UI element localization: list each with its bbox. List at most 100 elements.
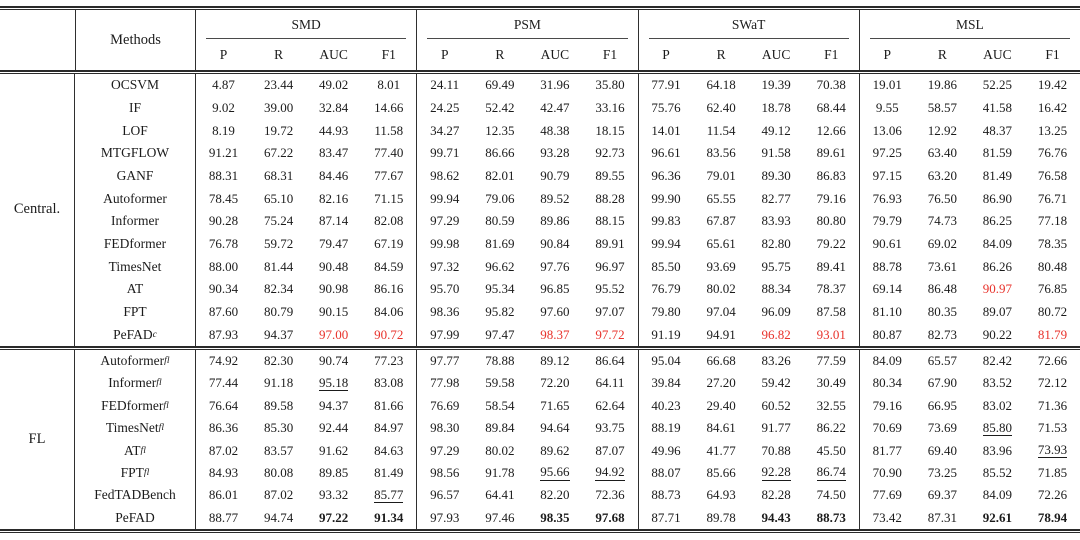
- value-cell: 98.37: [540, 326, 570, 342]
- value-cell: 76.50: [927, 190, 957, 206]
- value-cell: 80.80: [816, 213, 846, 229]
- value-cell: 82.08: [374, 213, 404, 229]
- value-cell: 18.78: [761, 99, 791, 115]
- value-cell: 88.28: [595, 190, 625, 206]
- value-cell: 97.60: [540, 303, 570, 319]
- value-cell: 88.78: [858, 255, 915, 278]
- metric-label-auc: AUC: [761, 47, 791, 62]
- value-cell: 41.58: [982, 99, 1013, 115]
- value-cell: 84.97: [374, 420, 404, 436]
- table-row: FPT fl 84.93 80.08 89.85 81.49 98.56 91.78 95.66…: [75, 461, 1080, 485]
- metric-header-row: P R AUC F1: [417, 40, 637, 70]
- value-cell: 16.42: [1037, 99, 1068, 115]
- value-cell: 97.00: [319, 326, 349, 342]
- value-cell: 81.49: [374, 465, 404, 481]
- value-cell: 68.44: [816, 99, 846, 115]
- value-cell: 97.77: [416, 349, 472, 373]
- value-cell: 78.88: [485, 353, 515, 369]
- value-cell: 84.09: [982, 487, 1013, 503]
- value-cell: 82.20: [540, 487, 570, 503]
- group-label-central: Central.: [0, 74, 75, 346]
- value-cell: 97.47: [485, 326, 515, 342]
- value-cell: 19.01: [858, 74, 915, 97]
- value-cell: 27.20: [706, 375, 736, 391]
- value-cell: 78.94: [1037, 509, 1068, 525]
- value-cell: 88.77: [195, 506, 251, 529]
- value-cell: 72.12: [1037, 375, 1068, 391]
- value-cell: 34.27: [416, 119, 472, 142]
- value-cell: 85.30: [263, 420, 294, 436]
- value-cell: 67.19: [374, 235, 404, 251]
- value-cell: 14.66: [374, 99, 404, 115]
- value-cell: 80.79: [263, 303, 294, 319]
- value-cell: 71.85: [1037, 465, 1068, 481]
- metric-label-r: R: [716, 47, 726, 62]
- value-cell: 60.52: [761, 397, 791, 413]
- metric-label-r: R: [274, 47, 284, 62]
- value-cell: 90.98: [319, 281, 349, 297]
- value-cell: 79.79: [858, 209, 915, 233]
- value-cell: 72.36: [595, 487, 625, 503]
- value-cell: 80.08: [263, 465, 294, 481]
- value-cell: 80.87: [858, 323, 915, 346]
- value-cell: 76.85: [1037, 281, 1068, 297]
- value-cell: 85.80: [982, 419, 1013, 436]
- value-cell: 83.96: [982, 442, 1013, 458]
- value-cell: 75.76: [637, 96, 694, 120]
- value-cell: 19.39: [761, 77, 791, 93]
- value-cell: 87.58: [816, 303, 846, 319]
- value-cell: 92.44: [319, 420, 349, 436]
- value-cell: 64.11: [595, 375, 625, 391]
- value-cell: 90.84: [540, 235, 570, 251]
- value-cell: 97.04: [706, 303, 736, 319]
- value-cell: 87.93: [195, 323, 251, 346]
- value-cell: 67.90: [927, 375, 957, 391]
- value-cell: 19.42: [1037, 77, 1068, 93]
- value-cell: 69.49: [485, 77, 515, 93]
- metric-label-p: P: [883, 47, 892, 62]
- value-cell: 72.66: [1037, 353, 1068, 369]
- value-cell: 77.91: [637, 74, 694, 97]
- value-cell: 65.61: [706, 235, 736, 251]
- value-cell: 97.22: [319, 509, 349, 525]
- value-cell: 39.84: [637, 372, 694, 395]
- value-cell: 59.42: [761, 375, 791, 391]
- method-name: FEDformer: [103, 235, 167, 251]
- value-cell: 58.57: [927, 99, 957, 115]
- method-name: FPT fl: [120, 465, 150, 481]
- value-cell: 82.42: [982, 353, 1013, 369]
- value-cell: 49.02: [319, 77, 349, 93]
- value-cell: 87.02: [263, 487, 294, 503]
- value-cell: 83.52: [982, 375, 1013, 391]
- value-cell: 96.09: [761, 303, 791, 319]
- value-cell: 77.98: [416, 372, 472, 395]
- value-cell: 90.61: [858, 232, 915, 256]
- value-cell: 62.40: [706, 99, 736, 115]
- value-cell: 94.64: [540, 420, 570, 436]
- value-cell: 82.30: [263, 353, 294, 369]
- value-cell: 81.69: [485, 235, 515, 251]
- value-cell: 88.15: [595, 213, 625, 229]
- value-cell: 32.55: [816, 397, 846, 413]
- dataset-label-swat: SWaT: [639, 10, 859, 40]
- value-cell: 88.73: [637, 484, 694, 507]
- value-cell: 99.98: [416, 232, 472, 256]
- value-cell: 94.74: [263, 509, 294, 525]
- value-cell: 86.66: [485, 145, 515, 161]
- value-cell: 59.58: [485, 375, 515, 391]
- value-cell: 78.45: [195, 187, 251, 210]
- value-cell: 14.01: [637, 119, 694, 142]
- table-row: FEDformer 76.78 59.72 79.47 67.19 99.98 81.69 9…: [75, 232, 1080, 256]
- value-cell: 66.95: [927, 397, 957, 413]
- value-cell: 98.62: [416, 164, 472, 188]
- value-cell: 84.09: [982, 235, 1013, 251]
- metric-label-auc: AUC: [540, 47, 570, 62]
- value-cell: 9.55: [858, 96, 915, 120]
- method-name: PeFAD c: [113, 326, 157, 342]
- value-cell: 65.10: [263, 190, 294, 206]
- table-row: TimesNet 88.00 81.44 90.48 84.59 97.32 96.62 97…: [75, 255, 1080, 278]
- value-cell: 90.28: [195, 209, 251, 233]
- value-cell: 87.07: [595, 442, 625, 458]
- value-cell: 84.61: [706, 420, 736, 436]
- value-cell: 99.90: [637, 187, 694, 210]
